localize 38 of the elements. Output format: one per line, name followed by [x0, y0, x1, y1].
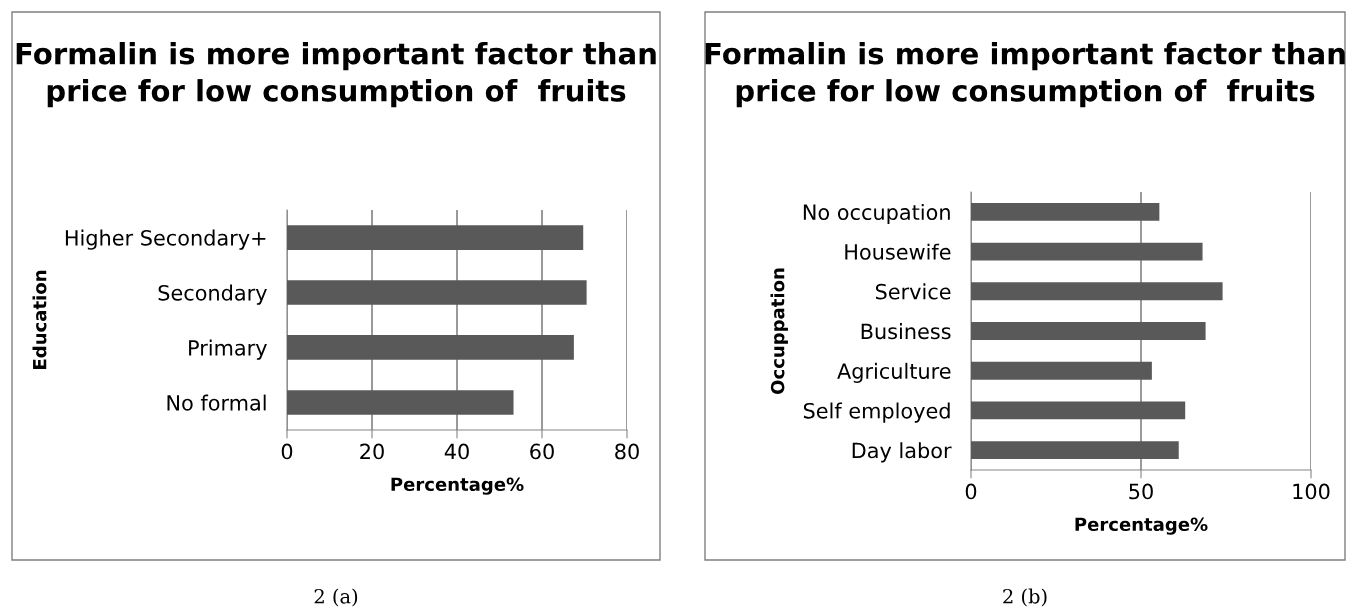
y-tick-label: Higher Secondary+ [65, 229, 266, 250]
bar [287, 280, 587, 305]
bar [971, 242, 1203, 261]
x-tick-label: 100 [1293, 483, 1330, 500]
chart-title: Formalin is more important factor than price for low consumption of fruits [705, 42, 1345, 108]
y-tick-label: No formal [167, 394, 266, 411]
y-tick-label: Service [875, 283, 951, 300]
bar [971, 282, 1223, 301]
bar [971, 202, 1160, 221]
y-tick-label: No occupation [803, 203, 950, 225]
x-tick-label: 80 [615, 443, 639, 460]
y-tick-label: Business [861, 323, 951, 340]
x-tick-label: 50 [1129, 483, 1153, 500]
bar [287, 335, 574, 360]
x-axis-title: Percentage% [391, 477, 524, 495]
y-tick-label: Day labor [852, 442, 952, 463]
bar [971, 361, 1152, 380]
bar [287, 390, 514, 415]
x-axis-title: Percentage% [1075, 517, 1208, 535]
bar [971, 401, 1186, 420]
y-tick-label: Self employed [803, 402, 950, 423]
x-tick-label: 60 [530, 443, 554, 460]
y-axis-title: Education [32, 270, 47, 369]
x-tick-label: 40 [444, 443, 469, 460]
x-tick-label: 0 [281, 443, 293, 460]
text: 2 (b) [1003, 588, 1047, 607]
bar [287, 225, 584, 250]
chart-title: Formalin is more important factor than price for low consumption of fruits [16, 42, 656, 108]
y-tick-label: Agriculture [837, 362, 951, 383]
text: 2 (a) [314, 588, 358, 607]
bar [971, 322, 1206, 340]
x-tick-label: 20 [360, 443, 384, 460]
bar [971, 441, 1179, 460]
x-tick-label: 0 [965, 483, 977, 500]
y-tick-label: Housewife [845, 243, 951, 260]
y-axis-title: Occuppation [770, 268, 788, 394]
y-tick-label: Secondary [158, 284, 267, 305]
y-tick-label: Primary [189, 339, 267, 360]
